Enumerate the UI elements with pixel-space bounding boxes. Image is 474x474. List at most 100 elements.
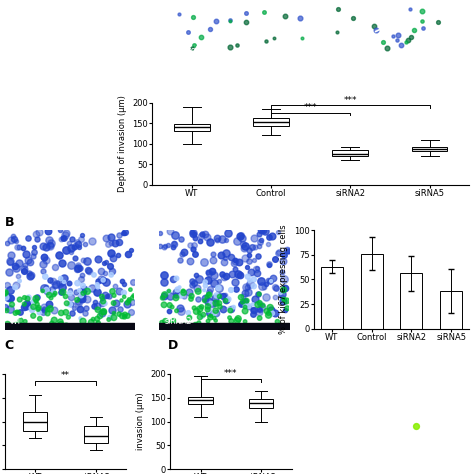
Point (161, 291, 168, 299)
Point (201, 230, 209, 237)
Point (280, 275, 288, 283)
Point (233, 41, 241, 49)
Point (79, 289, 87, 297)
Point (88, 284, 96, 292)
Point (44, 227, 51, 235)
Point (56, 318, 64, 326)
Point (16, 296, 24, 303)
Point (108, 267, 116, 275)
Point (210, 250, 217, 258)
Point (219, 270, 226, 278)
Point (228, 253, 235, 261)
Point (197, 33, 205, 41)
Point (201, 278, 209, 286)
Point (213, 18, 220, 25)
Point (274, 249, 282, 256)
Point (94, 255, 102, 263)
Point (264, 311, 272, 319)
Point (186, 241, 194, 248)
Point (410, 26, 418, 33)
Point (160, 301, 168, 309)
Point (278, 290, 285, 298)
Point (111, 239, 118, 247)
Point (20, 301, 28, 308)
Point (170, 322, 178, 330)
Point (185, 314, 193, 321)
Point (40, 253, 47, 261)
Point (158, 319, 166, 326)
Point (160, 292, 168, 300)
Point (268, 310, 276, 317)
Point (46, 305, 54, 312)
Point (263, 307, 270, 315)
Point (120, 229, 128, 237)
PathPatch shape (412, 146, 447, 151)
Point (395, 31, 402, 38)
Point (246, 277, 254, 284)
Point (109, 306, 116, 313)
Point (173, 307, 180, 315)
Point (50, 316, 58, 324)
Point (206, 291, 213, 298)
Point (125, 250, 132, 258)
Point (210, 271, 218, 279)
Point (260, 8, 268, 16)
Point (47, 240, 55, 247)
Point (257, 227, 265, 234)
Point (45, 301, 53, 308)
Point (6, 258, 14, 266)
Point (279, 297, 286, 305)
Point (390, 32, 397, 40)
Point (255, 305, 263, 313)
Point (267, 306, 275, 314)
Point (157, 229, 164, 237)
Point (96, 324, 103, 331)
Point (280, 286, 287, 294)
Point (12, 321, 20, 329)
Point (204, 297, 212, 305)
Point (29, 252, 37, 260)
Point (130, 292, 137, 300)
Point (191, 304, 198, 312)
Point (29, 298, 37, 305)
PathPatch shape (174, 124, 210, 131)
Point (101, 300, 109, 307)
Point (123, 300, 131, 308)
Point (255, 290, 263, 298)
Point (17, 317, 25, 324)
Point (41, 305, 48, 313)
Point (201, 294, 209, 301)
Point (61, 231, 69, 239)
Point (213, 292, 220, 299)
Point (73, 265, 81, 273)
Point (412, 422, 419, 430)
Point (46, 291, 53, 299)
Point (260, 283, 268, 291)
Point (201, 282, 209, 290)
Point (204, 268, 211, 276)
Point (171, 240, 178, 247)
Point (77, 235, 84, 242)
Point (94, 277, 101, 284)
Point (206, 26, 214, 33)
Point (42, 256, 50, 264)
Point (71, 242, 79, 249)
Point (171, 231, 179, 238)
Point (190, 13, 197, 20)
Point (250, 257, 258, 264)
Point (226, 18, 234, 25)
Point (264, 276, 272, 284)
Point (189, 228, 196, 236)
Point (96, 312, 104, 320)
Point (240, 244, 247, 252)
Point (166, 301, 173, 309)
Point (249, 301, 257, 308)
Point (242, 9, 250, 16)
Point (216, 293, 223, 301)
Point (222, 292, 229, 299)
Point (192, 272, 200, 279)
Point (4, 239, 11, 247)
Point (264, 323, 271, 330)
Point (19, 244, 27, 252)
Point (274, 228, 282, 236)
